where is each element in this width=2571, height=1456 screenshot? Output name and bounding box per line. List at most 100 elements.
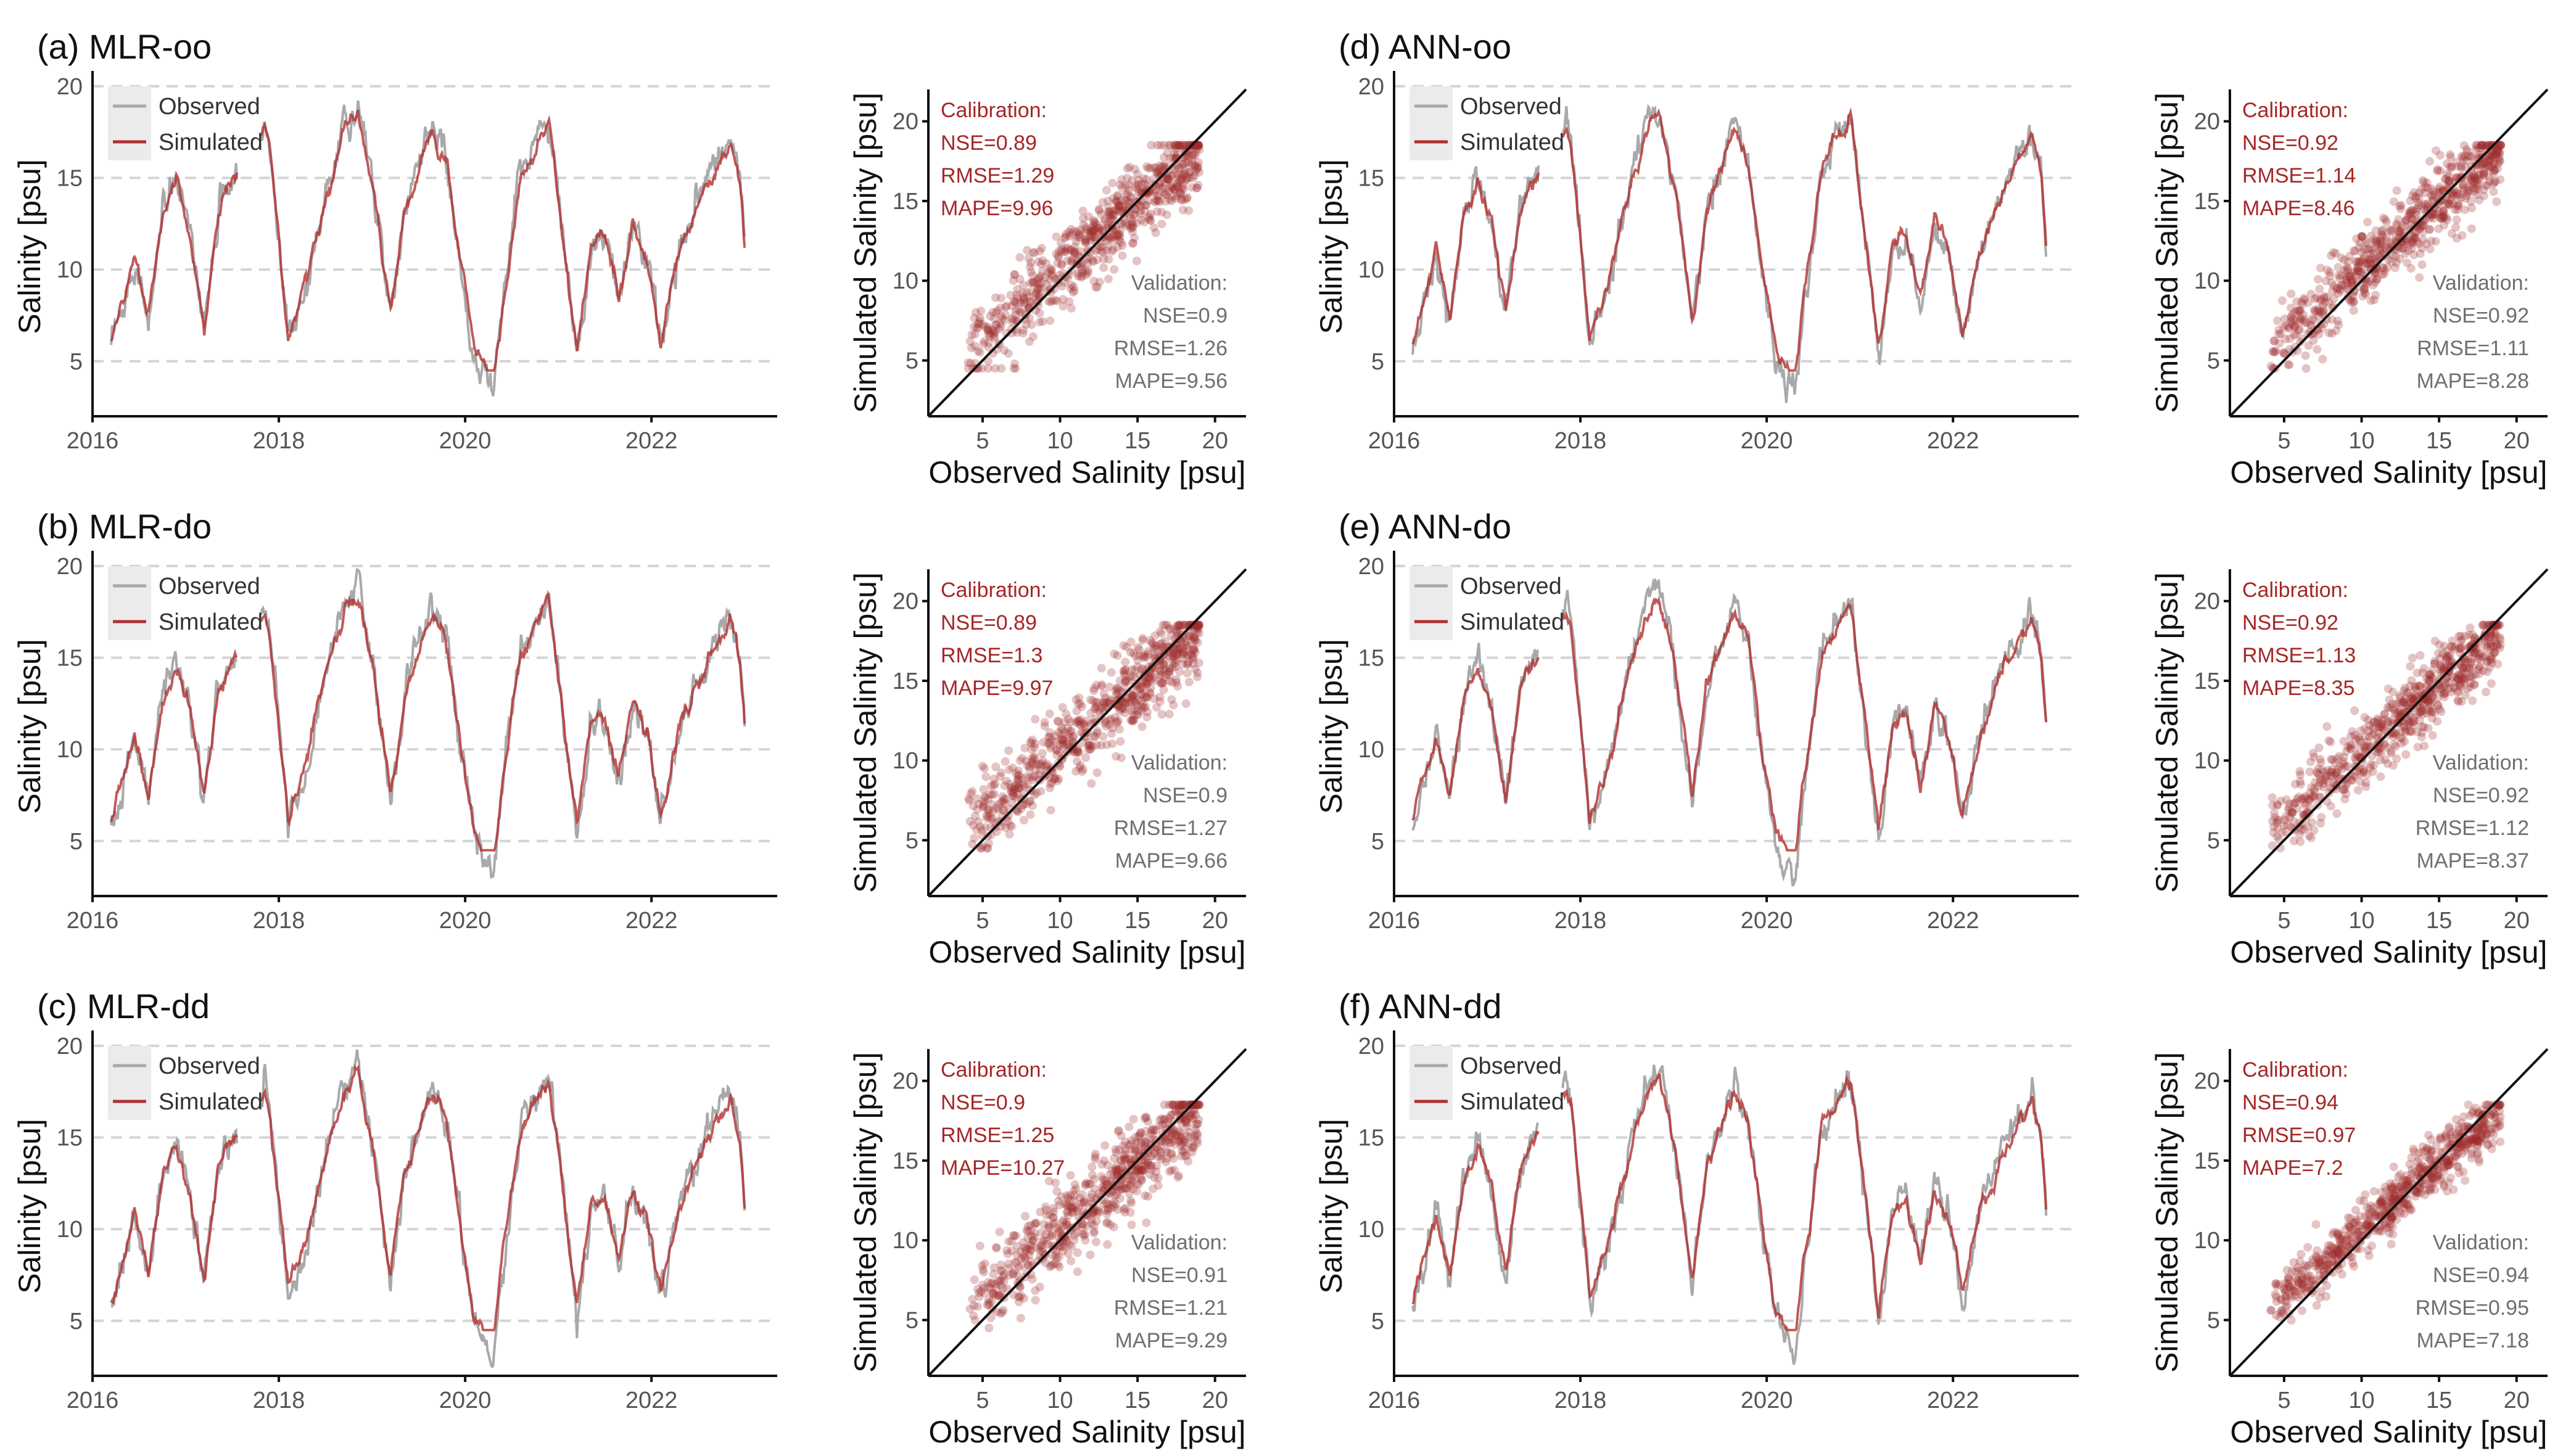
scatter-point — [2322, 722, 2332, 731]
scatter-point — [1020, 299, 1029, 308]
scatter-point — [1176, 189, 1185, 198]
scatter-point — [1142, 1218, 1151, 1227]
scatter-point — [2389, 1162, 2398, 1171]
scatter-point — [1173, 179, 1182, 188]
scatter-point — [1104, 202, 1113, 212]
scatter-point — [988, 814, 997, 823]
scatter-point — [1127, 697, 1136, 706]
scatter-point — [1110, 649, 1119, 659]
y-tick-label: 10 — [57, 1217, 83, 1243]
scatter-point — [1120, 666, 1129, 675]
scatter-point — [2489, 648, 2498, 657]
scatter-point — [983, 1300, 992, 1309]
scatter-point — [1116, 180, 1125, 189]
scatter-point — [1172, 175, 1181, 184]
scatter-point — [1173, 141, 1182, 150]
scatter-point — [1176, 189, 1185, 198]
y-tick-label: 20 — [1358, 554, 1384, 580]
scatter-point — [2406, 662, 2415, 671]
scatter-point — [1030, 752, 1039, 761]
scatter-point — [967, 789, 975, 798]
scatter-point — [1150, 651, 1160, 660]
scatter-point — [1026, 296, 1036, 305]
scatter-point — [1187, 636, 1197, 645]
y-tick-label: 5 — [2207, 1308, 2220, 1334]
scatter-point — [1145, 672, 1154, 681]
scatter-point — [1104, 698, 1113, 707]
legend-simulated-label: Simulated — [1460, 130, 1564, 155]
scatter-point — [1049, 1251, 1057, 1261]
scatter-point — [1173, 627, 1181, 636]
scatter-point — [984, 1323, 994, 1333]
scatter-point — [2451, 677, 2461, 686]
scatter-point — [1142, 200, 1151, 210]
scatter-point — [1057, 260, 1066, 269]
scatter-point — [1007, 302, 1017, 310]
scatter-point — [1057, 734, 1066, 744]
scatter-point — [2289, 1258, 2298, 1267]
scatter-point — [984, 356, 993, 366]
y-tick-label: 20 — [2194, 589, 2220, 615]
scatter-point — [2392, 221, 2401, 231]
scatter-point — [1157, 671, 1166, 680]
scatter-point — [1121, 1150, 1130, 1159]
scatter-point — [1009, 788, 1018, 797]
scatter-point — [1165, 710, 1174, 718]
scatter-point — [1121, 665, 1131, 674]
scatter-point — [2380, 715, 2390, 725]
scatter-point — [1181, 699, 1191, 708]
scatter-point — [1157, 679, 1166, 688]
x-tick-label: 15 — [2426, 1388, 2452, 1413]
scatter-point — [1075, 232, 1084, 242]
scatter-point — [1171, 144, 1180, 153]
scatter-point — [1120, 196, 1129, 205]
scatter-point — [2453, 696, 2462, 705]
scatter-point — [1007, 798, 1017, 807]
scatter-point — [1092, 741, 1102, 750]
scatter-point — [1149, 1125, 1158, 1135]
scatter-point — [1134, 1132, 1144, 1141]
scatter-point — [1046, 288, 1055, 297]
scatter-point — [2364, 1211, 2374, 1220]
scatter-point — [1059, 735, 1068, 744]
scatter-point — [1067, 245, 1076, 255]
scatter-point — [1013, 771, 1022, 780]
calibration-header: Calibration: — [941, 1058, 1047, 1082]
scatter-point — [2294, 792, 2303, 802]
panel-title: (b) MLR-do — [37, 507, 212, 546]
scatter-point — [1073, 271, 1083, 281]
scatter-point — [1009, 364, 1018, 373]
scatter-point — [1026, 262, 1035, 271]
scatter-point — [1171, 194, 1181, 203]
scatter-point — [1104, 234, 1113, 243]
scatter-point — [1087, 226, 1097, 236]
scatter-point — [1159, 153, 1168, 162]
y-tick-label: 10 — [893, 1228, 918, 1254]
scatter-point — [1105, 207, 1114, 216]
scatter-point — [1173, 191, 1182, 200]
scatter-point — [1031, 1219, 1041, 1228]
scatter-point — [1080, 720, 1089, 729]
scatter-point — [1111, 205, 1120, 215]
scatter-point — [1105, 210, 1114, 220]
scatter-point — [1038, 256, 1047, 265]
validation-header: Validation: — [2433, 1231, 2529, 1254]
scatter-point — [1061, 232, 1070, 241]
scatter-point — [2301, 364, 2311, 373]
scatter-point — [1082, 236, 1091, 245]
y-tick-label: 5 — [1371, 829, 1384, 855]
scatter-point — [1100, 1141, 1110, 1150]
scatter-point — [1157, 629, 1166, 638]
scatter-point — [1102, 246, 1111, 255]
scatter-point — [2324, 1246, 2334, 1256]
scatter-point — [1037, 260, 1046, 269]
scatter-point — [1113, 688, 1122, 697]
y-axis-title: Simulated Salinity [psu] — [848, 1052, 883, 1373]
scatter-point — [1149, 644, 1158, 653]
scatter-point — [1010, 270, 1019, 279]
scatter-point — [1070, 286, 1079, 295]
scatter-point — [1044, 268, 1053, 277]
scatter-point — [2379, 263, 2388, 273]
scatter-point — [1162, 1158, 1171, 1167]
validation-nse: NSE=0.91 — [1131, 1264, 1228, 1287]
